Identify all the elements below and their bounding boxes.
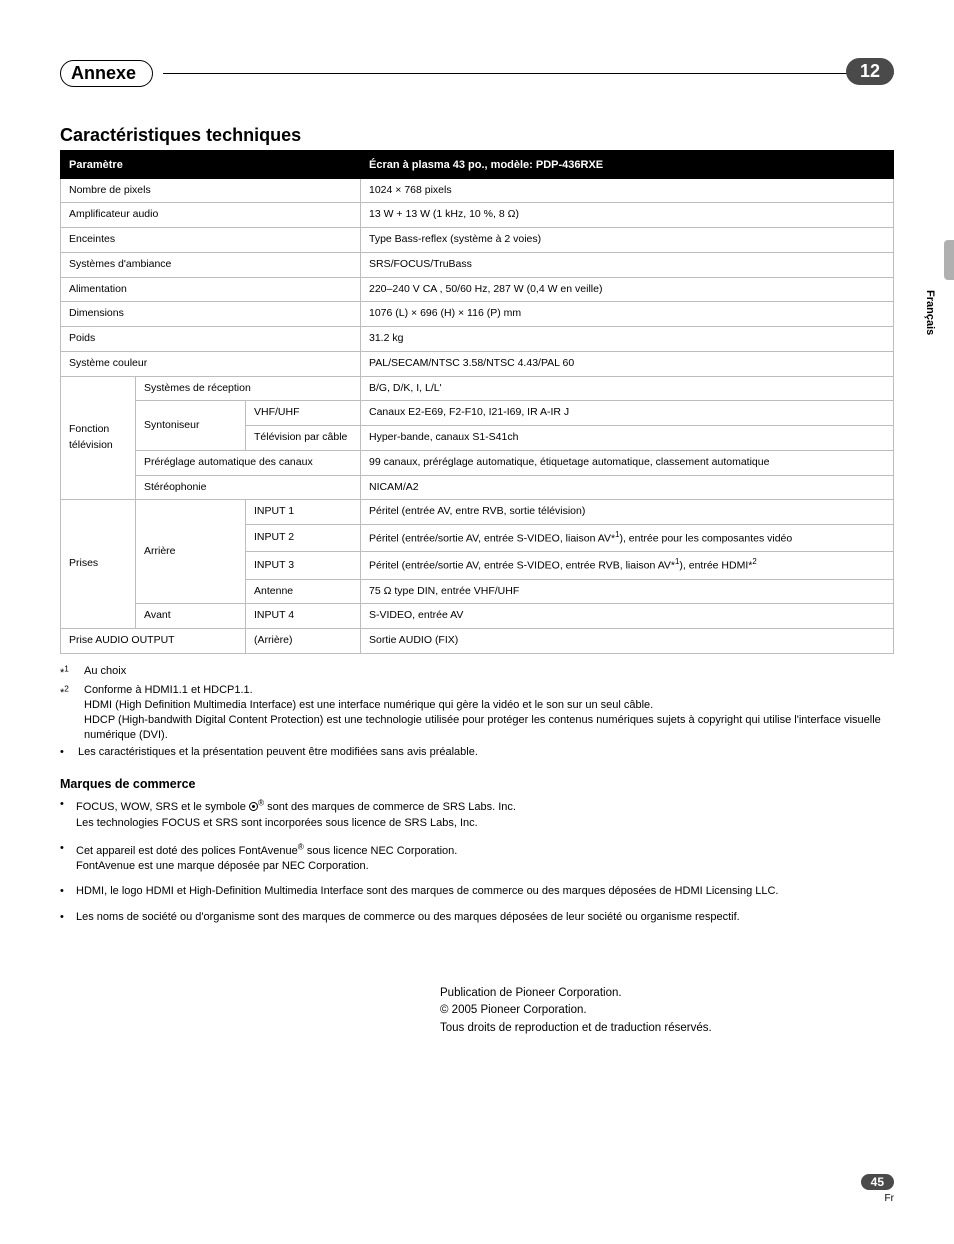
- table-row: EnceintesType Bass-reflex (système à 2 v…: [61, 228, 894, 253]
- cell-label: Préréglage automatique des canaux: [136, 450, 361, 475]
- cell-value: Sortie AUDIO (FIX): [361, 629, 894, 654]
- publication-line: Tous droits de reproduction et de traduc…: [440, 1020, 894, 1037]
- cell-tuner-label: Syntoniseur: [136, 401, 246, 451]
- trademark-text: Les noms de société ou d'organisme sont …: [76, 910, 740, 925]
- cell-value: 75 Ω type DIN, entrée VHF/UHF: [361, 579, 894, 604]
- cell-value: SRS/FOCUS/TruBass: [361, 252, 894, 277]
- cell-rear-label: Arrière: [136, 500, 246, 604]
- table-row: Stéréophonie NICAM/A2: [61, 475, 894, 500]
- cell-value: B/G, D/K, I, L/L': [361, 376, 894, 401]
- th-param: Paramètre: [61, 153, 361, 179]
- cell-value: PAL/SECAM/NTSC 3.58/NTSC 4.43/PAL 60: [361, 351, 894, 376]
- chapter-heading-row: Annexe: [60, 60, 894, 87]
- cell-value: Péritel (entrée AV, entre RVB, sortie té…: [361, 500, 894, 525]
- table-row: Système couleurPAL/SECAM/NTSC 3.58/NTSC …: [61, 351, 894, 376]
- bullet-icon: •: [60, 797, 70, 830]
- table-row: Alimentation220–240 V CA , 50/60 Hz, 287…: [61, 277, 894, 302]
- cell-label: Télévision par câble: [246, 426, 361, 451]
- footnote-mark: *1: [60, 664, 78, 682]
- section-title: Caractéristiques techniques: [60, 125, 894, 152]
- cell-label: Alimentation: [61, 277, 361, 302]
- footnote-mark: *2: [60, 683, 78, 742]
- cell-label: Système couleur: [61, 351, 361, 376]
- cell-label: Systèmes de réception: [136, 376, 361, 401]
- cell-front-label: Avant: [136, 604, 246, 629]
- cell-label: VHF/UHF: [246, 401, 361, 426]
- table-row: Fonction télévision Systèmes de réceptio…: [61, 376, 894, 401]
- side-tab: [944, 240, 954, 280]
- table-row: Nombre de pixels1024 × 768 pixels: [61, 178, 894, 203]
- table-row: Syntoniseur VHF/UHF Canaux E2-E69, F2-F1…: [61, 401, 894, 426]
- trademark-text: FOCUS, WOW, SRS et le symbole ® sont des…: [76, 797, 516, 830]
- cell-label: INPUT 3: [246, 552, 361, 579]
- cell-label: Nombre de pixels: [61, 178, 361, 203]
- cell-value: 1024 × 768 pixels: [361, 178, 894, 203]
- page-number-badge: 12: [846, 58, 894, 85]
- cell-value: 1076 (L) × 696 (H) × 116 (P) mm: [361, 302, 894, 327]
- cell-value: Hyper-bande, canaux S1-S41ch: [361, 426, 894, 451]
- page-corner: 45 Fr: [861, 1173, 894, 1204]
- footnotes-block: *1 Au choix *2 Conforme à HDMI1.1 et HDCP…: [60, 664, 894, 760]
- cell-label: Prise AUDIO OUTPUT: [61, 629, 246, 654]
- cell-value: 13 W + 13 W (1 kHz, 10 %, 8 Ω): [361, 203, 894, 228]
- cell-value: S-VIDEO, entrée AV: [361, 604, 894, 629]
- cell-label: INPUT 1: [246, 500, 361, 525]
- cell-value: Péritel (entrée/sortie AV, entrée S-VIDE…: [361, 525, 894, 552]
- table-row: Systèmes d'ambianceSRS/FOCUS/TruBass: [61, 252, 894, 277]
- chapter-label: Annexe: [71, 63, 136, 84]
- cell-label: Poids: [61, 327, 361, 352]
- cell-value: Péritel (entrée/sortie AV, entrée S-VIDE…: [361, 552, 894, 579]
- footnote-text: Au choix: [84, 664, 126, 682]
- cell-value: NICAM/A2: [361, 475, 894, 500]
- cell-label: Antenne: [246, 579, 361, 604]
- table-row: Amplificateur audio13 W + 13 W (1 kHz, 1…: [61, 203, 894, 228]
- cell-label: Systèmes d'ambiance: [61, 252, 361, 277]
- cell-tv-label: Fonction télévision: [61, 376, 136, 500]
- cell-prises-label: Prises: [61, 500, 136, 629]
- trademarks-heading: Marques de commerce: [60, 777, 894, 791]
- bullet-icon: •: [60, 884, 70, 899]
- chapter-pill: Annexe: [60, 60, 153, 87]
- cell-label: Enceintes: [61, 228, 361, 253]
- cell-value: 99 canaux, préréglage automatique, étiqu…: [361, 450, 894, 475]
- trademark-text: Cet appareil est doté des polices FontAv…: [76, 841, 457, 874]
- table-row: Prises Arrière INPUT 1 Péritel (entrée A…: [61, 500, 894, 525]
- bullet-icon: •: [60, 745, 72, 760]
- cell-value: Type Bass-reflex (système à 2 voies): [361, 228, 894, 253]
- footnote-text: Conforme à HDMI1.1 et HDCP1.1. HDMI (Hig…: [84, 683, 894, 742]
- table-row: Avant INPUT 4 S-VIDEO, entrée AV: [61, 604, 894, 629]
- trademarks-block: • FOCUS, WOW, SRS et le symbole ® sont d…: [60, 797, 894, 925]
- bullet-icon: •: [60, 910, 70, 925]
- page-number-bottom: 45: [861, 1174, 894, 1190]
- cell-label: Amplificateur audio: [61, 203, 361, 228]
- publication-line: © 2005 Pioneer Corporation.: [440, 1002, 894, 1019]
- spec-table: Paramètre Écran à plasma 43 po., modèle:…: [60, 152, 894, 654]
- table-row: Préréglage automatique des canaux 99 can…: [61, 450, 894, 475]
- bullet-icon: •: [60, 841, 70, 874]
- table-row: Dimensions1076 (L) × 696 (H) × 116 (P) m…: [61, 302, 894, 327]
- cell-label: INPUT 4: [246, 604, 361, 629]
- side-language-label: Français: [924, 290, 936, 335]
- table-row: Poids31.2 kg: [61, 327, 894, 352]
- cell-label: Dimensions: [61, 302, 361, 327]
- chapter-rule: [163, 73, 894, 74]
- publication-block: Publication de Pioneer Corporation. © 20…: [440, 985, 894, 1037]
- table-header-row: Paramètre Écran à plasma 43 po., modèle:…: [61, 153, 894, 179]
- footnote-text: Les caractéristiques et la présentation …: [78, 745, 478, 760]
- page-lang-bottom: Fr: [861, 1193, 894, 1204]
- cell-label: Stéréophonie: [136, 475, 361, 500]
- th-model: Écran à plasma 43 po., modèle: PDP-436RX…: [361, 153, 894, 179]
- cell-label: INPUT 2: [246, 525, 361, 552]
- publication-line: Publication de Pioneer Corporation.: [440, 985, 894, 1002]
- cell-value: Canaux E2-E69, F2-F10, I21-I69, IR A-IR …: [361, 401, 894, 426]
- trademark-text: HDMI, le logo HDMI et High-Definition Mu…: [76, 884, 779, 899]
- cell-value: 220–240 V CA , 50/60 Hz, 287 W (0,4 W en…: [361, 277, 894, 302]
- table-row: Prise AUDIO OUTPUT (Arrière) Sortie AUDI…: [61, 629, 894, 654]
- cell-sublabel: (Arrière): [246, 629, 361, 654]
- cell-value: 31.2 kg: [361, 327, 894, 352]
